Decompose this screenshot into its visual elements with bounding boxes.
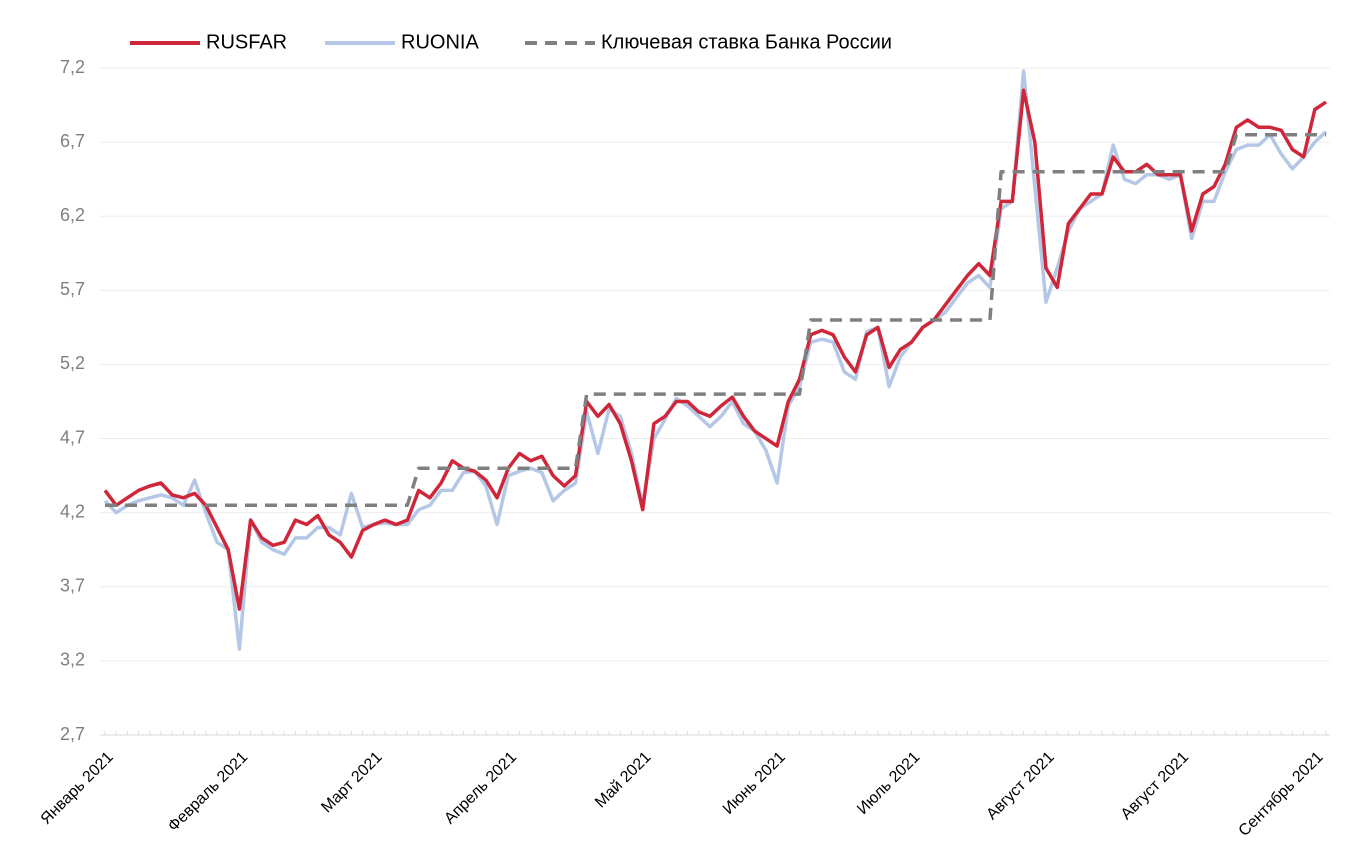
legend-label: Ключевая ставка Банка России [601, 31, 892, 53]
y-tick-label: 5,7 [60, 279, 85, 299]
y-tick-label: 3,2 [60, 650, 85, 670]
legend-label: RUSFAR [206, 31, 287, 53]
y-tick-label: 7,2 [60, 57, 85, 77]
y-tick-label: 5,2 [60, 353, 85, 373]
series-line [103, 88, 1327, 611]
y-tick-label: 3,7 [60, 576, 85, 596]
y-tick-label: 4,7 [60, 427, 85, 447]
y-tick-label: 4,2 [60, 501, 85, 521]
legend-label: RUONIA [401, 31, 479, 53]
y-tick-label: 6,7 [60, 131, 85, 151]
series-line [105, 132, 1326, 508]
y-tick-label: 2,7 [60, 724, 85, 744]
y-tick-label: 6,2 [60, 205, 85, 225]
